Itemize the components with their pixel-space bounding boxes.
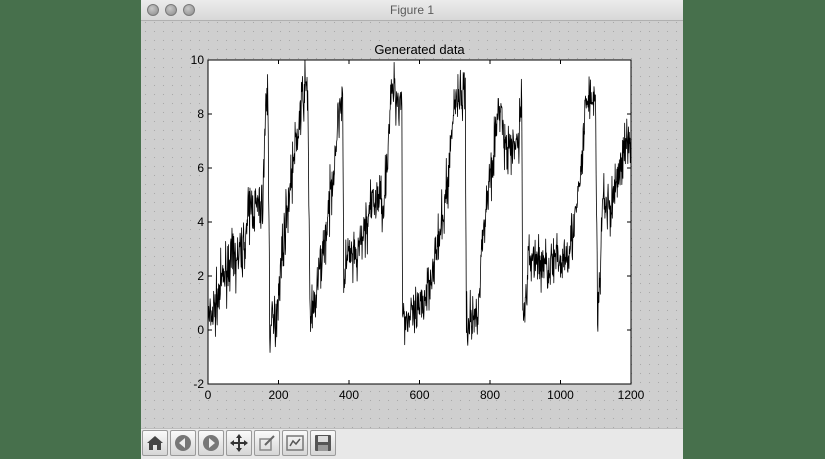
save-icon [315, 435, 331, 451]
x-tick-label: 400 [339, 388, 359, 402]
zoom-button[interactable] [254, 430, 280, 456]
x-tick-label: 0 [205, 388, 212, 402]
plot-area [208, 60, 631, 384]
window-title: Figure 1 [389, 3, 435, 17]
forward-button[interactable] [198, 430, 224, 456]
back-button[interactable] [170, 430, 196, 456]
series-line [208, 60, 631, 353]
home-icon [147, 436, 163, 450]
maximize-window-icon[interactable] [183, 4, 195, 16]
close-window-icon[interactable] [147, 4, 159, 16]
x-tick-label: 1200 [618, 388, 645, 402]
y-tick-label: 8 [197, 107, 204, 121]
y-tick-label: 2 [197, 269, 204, 283]
y-tick-label: 4 [197, 215, 204, 229]
home-button[interactable] [142, 430, 168, 456]
figure-window: Figure 1 0 200 400 600 800 1000 1200 -2 0 2 4 6 8 10… [141, 0, 683, 459]
y-tick-label: -2 [193, 377, 204, 391]
x-tick-label: 200 [268, 388, 288, 402]
x-tick-label: 600 [409, 388, 429, 402]
pan-icon [230, 434, 248, 452]
zoom-icon [259, 435, 275, 451]
chart-title: Generated data [374, 42, 465, 57]
x-tick-label: 800 [480, 388, 500, 402]
forward-icon [203, 435, 219, 451]
y-tick-label: 0 [197, 323, 204, 337]
pan-button[interactable] [226, 430, 252, 456]
x-tick-label: 1000 [547, 388, 574, 402]
navigation-toolbar [141, 428, 683, 459]
subplots-icon [286, 435, 304, 451]
subplots-button[interactable] [282, 430, 308, 456]
y-tick-label: 10 [191, 53, 205, 67]
y-tick-label: 6 [197, 161, 204, 175]
minimize-window-icon[interactable] [165, 4, 177, 16]
back-icon [175, 435, 191, 451]
save-button[interactable] [310, 430, 336, 456]
title-bar: Figure 1 [141, 0, 683, 21]
